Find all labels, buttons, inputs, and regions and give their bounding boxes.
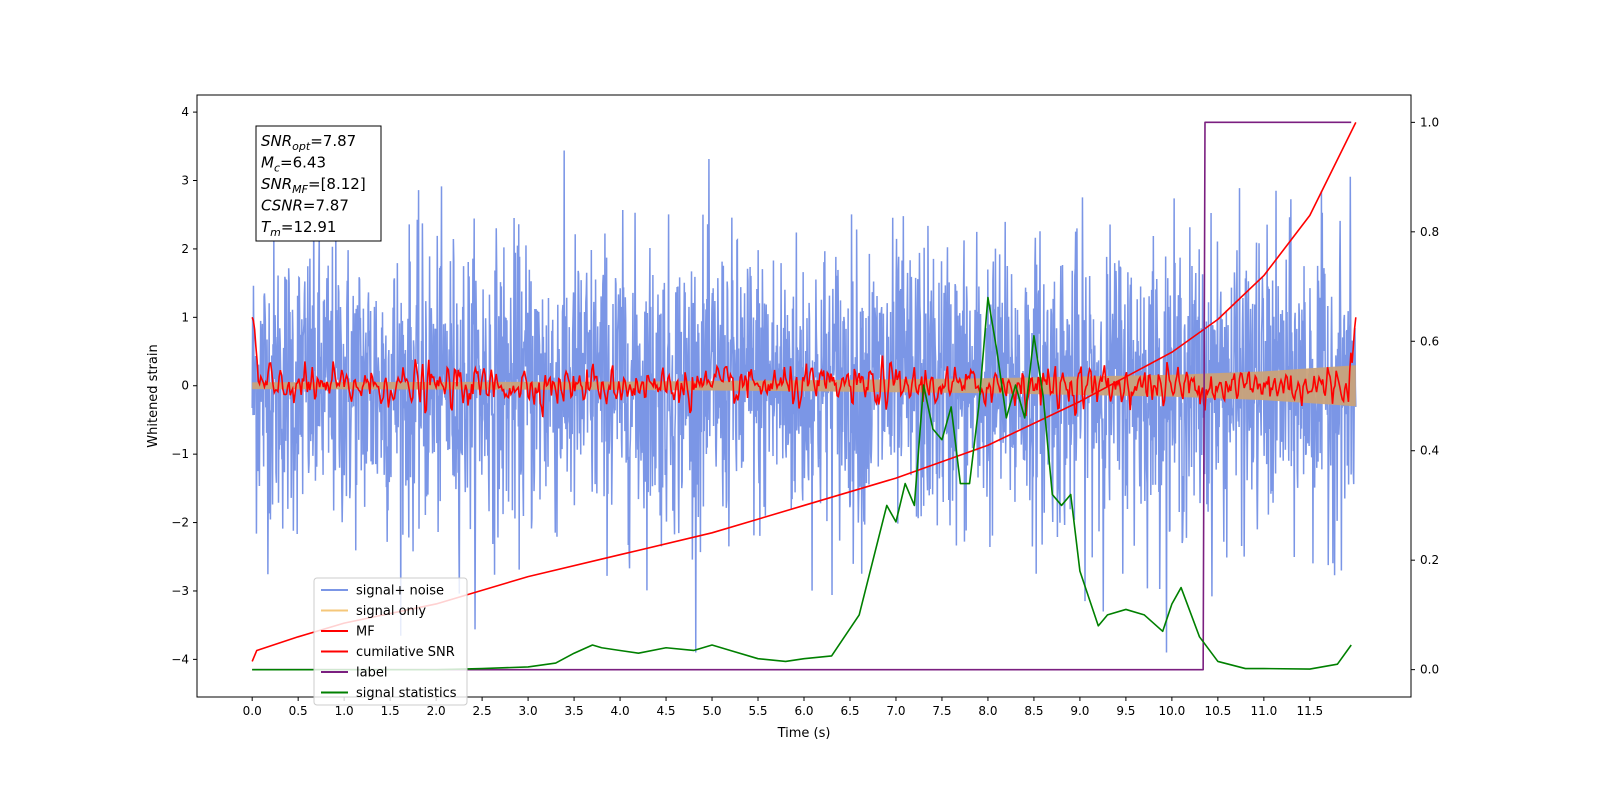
x-axis-label: Time (s): [777, 726, 831, 741]
annotation-line: SNRMF=[8.12]: [261, 175, 366, 196]
y-tick-label: 2: [181, 242, 189, 256]
y2-tick-label: 0.8: [1420, 225, 1439, 239]
annotation-line: CSNR=7.87: [261, 197, 349, 215]
x-tick-label: 4.0: [611, 704, 630, 718]
series-signal-statistics: [252, 296, 1352, 671]
y-tick-label: 3: [181, 174, 189, 188]
x-tick-label: 5.5: [748, 704, 767, 718]
y-tick-label: −4: [171, 652, 189, 666]
y-tick-label: 4: [181, 105, 189, 119]
y2-tick-label: 0.0: [1420, 663, 1439, 677]
x-tick-label: 6.0: [794, 704, 813, 718]
y-tick-label: −3: [171, 584, 189, 598]
y2-tick-label: 0.4: [1420, 444, 1439, 458]
annotation-box-frame: [255, 125, 382, 242]
x-tick-label: 1.0: [335, 704, 354, 718]
legend-frame: [313, 577, 468, 706]
legend-label: cumilative SNR: [356, 645, 455, 660]
x-tick-label: 2.5: [473, 704, 492, 718]
y-tick-label: −1: [171, 447, 189, 461]
y-tick-label: 0: [181, 379, 189, 393]
x-tick-label: 7.0: [886, 704, 905, 718]
x-tick-label: 4.5: [656, 704, 675, 718]
y-tick-label: −2: [171, 516, 189, 530]
x-tick-label: 9.5: [1116, 704, 1135, 718]
x-tick-label: 0.5: [289, 704, 308, 718]
legend-label: label: [356, 666, 387, 681]
annotation-line: Tm=12.91: [261, 218, 336, 239]
series-label: [252, 121, 1352, 671]
y-tick-label: 1: [181, 310, 189, 324]
x-tick-label: 9.0: [1070, 704, 1089, 718]
legend: signal+ noise signal only MF cumilative SNR…: [313, 577, 468, 706]
y2-tick-label: 0.6: [1420, 334, 1439, 348]
x-tick-label: 8.5: [1024, 704, 1043, 718]
annotation-line: Mc=6.43: [261, 154, 326, 175]
x-tick-label: 0.0: [243, 704, 262, 718]
legend-label: MF: [356, 625, 375, 640]
x-tick-label: 10.0: [1159, 704, 1186, 718]
axes-layer: 0.0 0.5 1.0 1.5 2.0 2.5 3.0 3.5 4.0 4.5 5.0 5.5 6.0 6…: [146, 94, 1439, 741]
x-tick-label: 11.5: [1296, 704, 1323, 718]
y-axis-label: Whitened strain: [146, 344, 161, 447]
legend-label: signal only: [356, 604, 426, 619]
x-tick-label: 3.0: [519, 704, 538, 718]
x-tick-label: 11.0: [1250, 704, 1277, 718]
series-signal-noise: [251, 150, 1357, 653]
x-tick-label: 1.5: [381, 704, 400, 718]
x-tick-label: 2.0: [427, 704, 446, 718]
y2-tick-label: 0.2: [1420, 553, 1439, 567]
x-tick-label: 5.0: [702, 704, 721, 718]
x-tick-label: 10.5: [1205, 704, 1232, 718]
annotation-line: SNRopt=7.87: [261, 132, 356, 153]
legend-label: signal+ noise: [356, 584, 444, 599]
x-tick-label: 7.5: [932, 704, 951, 718]
series-signal-only: [252, 365, 1356, 407]
y2-tick-label: 1.0: [1420, 115, 1439, 129]
x-tick-label: 3.5: [565, 704, 584, 718]
legend-label: signal statistics: [356, 686, 457, 701]
series-mf: [251, 317, 1357, 418]
x-tick-label: 8.0: [978, 704, 997, 718]
x-tick-label: 6.5: [840, 704, 859, 718]
